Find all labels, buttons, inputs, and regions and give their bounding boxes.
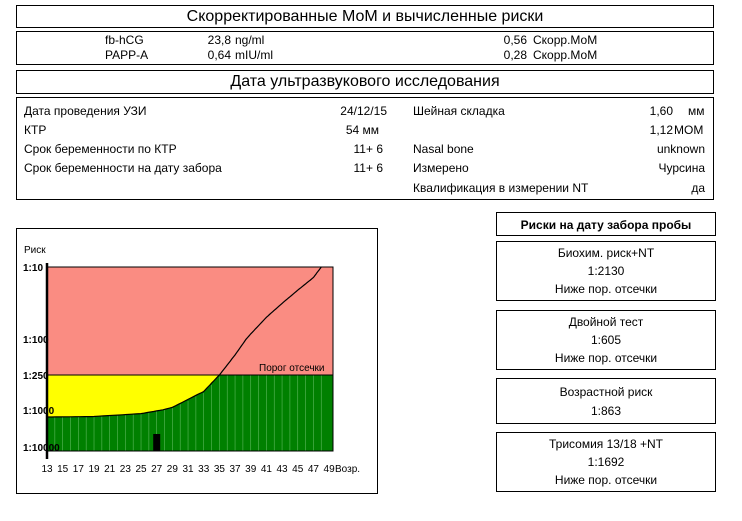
risk-value: 1:863: [590, 404, 622, 418]
y-tick-label: 1:250: [23, 371, 49, 382]
risk-value: 1:605: [590, 333, 622, 347]
risks-title: Риски на дату забора пробы: [496, 212, 716, 236]
risk-status: Ниже пор. отсечки: [554, 473, 658, 487]
mom-section-title-text: Скорректированные МоМ и вычисленные риск…: [186, 7, 544, 25]
risk-value: 1:2130: [587, 264, 625, 278]
risk-box: Возрастной риск 1:863: [496, 378, 716, 424]
us-label: Измерено: [413, 161, 469, 175]
x-tick-label: 45: [292, 464, 304, 475]
us-label: Срок беременности на дату забора: [24, 161, 222, 175]
x-tick-label: 13: [41, 464, 53, 475]
us-value: 54 мм: [345, 123, 379, 137]
y-tick-label: 1:1000: [23, 406, 55, 417]
marker-value: 0,64: [207, 48, 231, 62]
marker-name: fb-hCG: [105, 33, 144, 47]
y-tick-label: 1:10: [23, 263, 43, 274]
x-tick-label: 29: [167, 464, 179, 475]
mom-value: 0,56: [503, 33, 527, 47]
risk-status: Ниже пор. отсечки: [554, 282, 658, 296]
us-value: unknown: [656, 142, 705, 156]
threshold-label: Порог отсечки: [259, 363, 325, 374]
x-axis-label: Возр.: [335, 464, 360, 475]
risk-name: Трисомия 13/18 +NT: [549, 437, 663, 451]
x-tick-label: 41: [261, 464, 273, 475]
risk-box: Двойной тест 1:605 Ниже пор. отсечки: [496, 310, 716, 370]
risk-name: Двойной тест: [568, 315, 644, 329]
x-tick-label: 33: [198, 464, 210, 475]
zone-high-risk: [47, 267, 333, 375]
x-tick-label: 21: [104, 464, 116, 475]
x-tick-label: 25: [135, 464, 147, 475]
us-label: Квалификация в измерении NT: [413, 181, 589, 195]
x-tick-labels: 13 15 17 19 21 23 25 27 29 31 33 35 37 39 41 43 45 47 49: [41, 464, 335, 475]
us-label: Шейная складка: [413, 104, 505, 118]
us-label: КТР: [24, 123, 47, 137]
age-risk-chart: 1:10 1:100 1:250 1:1000 1:10000 13 15 17 19 21 23…: [23, 245, 360, 475]
y-tick-label: 1:10000: [23, 443, 60, 454]
us-label: Nasal bone: [413, 142, 474, 156]
ultrasound-section-title-text: Дата ультразвукового исследования: [230, 73, 500, 90]
x-tick-label: 23: [120, 464, 132, 475]
mom-label: Скорр.МоМ: [533, 33, 598, 47]
mom-table: fb-hCG 23,8 ng/ml 0,56 Скорр.МоМ PAPP-A …: [16, 31, 714, 65]
x-tick-label: 27: [151, 464, 163, 475]
x-tick-label: 49: [324, 464, 336, 475]
us-unit: мм: [688, 104, 705, 118]
x-tick-label: 19: [88, 464, 100, 475]
us-value: 11+ 6: [353, 161, 383, 175]
x-tick-label: 35: [214, 464, 226, 475]
us-label: Срок беременности по КТР: [24, 142, 177, 156]
us-value: Чурсина: [658, 161, 705, 175]
y-axis-label: Риск: [24, 245, 46, 256]
risk-box: Биохим. риск+NT 1:2130 Ниже пор. отсечки: [496, 241, 716, 301]
ultrasound-section-title: Дата ультразвукового исследования: [16, 70, 714, 94]
us-label: Дата проведения УЗИ: [24, 104, 147, 118]
x-tick-label: 31: [182, 464, 194, 475]
us-value: 11+ 6: [353, 142, 383, 156]
risk-name: Возрастной риск: [559, 385, 653, 399]
us-value: да: [691, 181, 705, 195]
x-tick-label: 37: [229, 464, 241, 475]
marker-unit: mIU/ml: [235, 48, 273, 62]
x-tick-label: 47: [308, 464, 320, 475]
x-tick-label: 15: [57, 464, 69, 475]
us-value: 1,12: [649, 123, 673, 137]
marker-unit: ng/ml: [235, 33, 265, 47]
ultrasound-table: Дата проведения УЗИ 24/12/15 КТР 54 мм С…: [16, 97, 714, 200]
zone-low-risk: [47, 375, 333, 451]
mom-section-title: Скорректированные МоМ и вычисленные риск…: [16, 5, 714, 28]
marker-name: PAPP-A: [105, 48, 149, 62]
risk-box: Трисомия 13/18 +NT 1:1692 Ниже пор. отсе…: [496, 432, 716, 492]
y-tick-labels: 1:10 1:100 1:250 1:1000 1:10000: [23, 263, 60, 454]
marker-value: 23,8: [207, 33, 231, 47]
risk-value: 1:1692: [587, 455, 625, 469]
us-value: 1,60: [649, 104, 673, 118]
risk-status: Ниже пор. отсечки: [554, 351, 658, 365]
age-risk-curve: [47, 266, 322, 418]
patient-marker: [153, 434, 161, 451]
x-tick-label: 39: [245, 464, 257, 475]
us-unit: MOM: [674, 123, 704, 137]
risk-chart-frame: 1:10 1:100 1:250 1:1000 1:10000 13 15 17 19 21 23…: [16, 228, 378, 494]
x-tick-label: 43: [277, 464, 289, 475]
y-tick-label: 1:100: [23, 335, 49, 346]
mom-value: 0,28: [503, 48, 527, 62]
us-value: 24/12/15: [340, 104, 387, 118]
x-tick-label: 17: [73, 464, 85, 475]
mom-label: Скорр.МоМ: [533, 48, 598, 62]
risk-name: Биохим. риск+NT: [557, 246, 655, 260]
risks-title-text: Риски на дату забора пробы: [520, 218, 692, 232]
